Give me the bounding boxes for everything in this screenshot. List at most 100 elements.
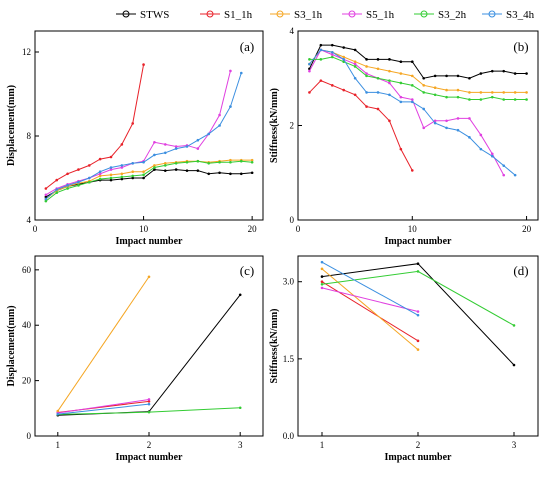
data-point-S3_4h (399, 100, 403, 104)
data-point-S3_2h (142, 173, 145, 177)
data-point-S5_1h (120, 166, 124, 169)
data-point-S3_2h (353, 65, 357, 68)
data-point-S3_4h (365, 91, 368, 94)
legend-label-S5_1h: S5_1h (366, 9, 395, 21)
series-line-STWS (308, 44, 527, 79)
data-point-S5_1h (163, 143, 167, 146)
data-point-S5_1h (353, 62, 357, 66)
data-point-S3_4h (479, 147, 483, 151)
data-point-S3_4h (445, 126, 448, 130)
data-point-S3_1h (376, 67, 380, 71)
series-line-S5_1h (308, 49, 505, 176)
data-point-STWS (445, 74, 448, 78)
x-tick-label: 1 (56, 440, 61, 450)
data-point-S3_4h (147, 402, 151, 406)
data-point-S3_1h (153, 164, 156, 167)
data-point-S5_1h (174, 145, 178, 148)
data-point-S3_4h (320, 260, 324, 264)
data-point-S1_1h (87, 164, 91, 167)
legend-marker-S3_1h (276, 10, 284, 18)
data-point-S1_1h (388, 119, 391, 123)
plot-frame (297, 30, 539, 221)
data-point-S3_4h (55, 188, 59, 191)
data-point-S3_4h (239, 71, 243, 75)
data-point-S3_2h (319, 58, 323, 61)
data-point-S5_1h (399, 95, 403, 99)
data-point-S3_2h (98, 177, 102, 181)
data-point-S3_1h (416, 348, 420, 351)
y-axis-label: Stiffness(kN/mm) (269, 88, 280, 163)
data-point-S3_4h (513, 173, 517, 177)
y-tick-label: 8 (27, 131, 32, 141)
data-point-STWS (131, 176, 135, 180)
legend-label-S3_2h: S3_2h (438, 9, 467, 21)
data-point-S1_1h (319, 79, 323, 82)
data-point-S3_4h (185, 145, 189, 148)
data-point-S3_1h (388, 69, 391, 73)
data-point-S3_2h (120, 175, 124, 179)
series-line-S3_2h (45, 160, 253, 202)
series-line-STWS (45, 169, 253, 198)
data-point-S5_1h (229, 69, 232, 73)
data-point-S3_2h (55, 191, 59, 194)
y-tick-label: 60 (22, 265, 32, 275)
data-point-STWS (479, 72, 483, 75)
data-point-S5_1h (147, 398, 151, 401)
chart-panel-b: 0 10 20 0 2 4 Impact number Stiffness(kN/mm) (b) (269, 26, 539, 247)
data-point-S3_1h (399, 72, 403, 75)
data-point-S3_1h (120, 172, 124, 176)
series-line-S3_1h (321, 268, 419, 350)
data-point-S3_4h (56, 412, 60, 416)
data-point-STWS (513, 72, 517, 75)
data-point-S1_1h (77, 168, 80, 171)
data-point-S1_1h (365, 105, 368, 108)
data-point-STWS (468, 76, 471, 80)
data-point-S5_1h (196, 147, 200, 150)
data-point-S3_4h (308, 62, 311, 66)
legend-marker-S5_1h (348, 10, 356, 18)
data-point-S3_2h (399, 81, 403, 85)
data-point-S3_4h (468, 136, 471, 139)
data-point-S1_1h (147, 400, 151, 403)
data-point-STWS (416, 262, 420, 266)
data-point-S3_4h (502, 164, 506, 167)
data-point-S3_2h (445, 95, 448, 99)
series-line-S1_1h (309, 80, 413, 171)
data-point-S3_4h (422, 107, 426, 111)
data-point-STWS (502, 69, 506, 73)
x-tick-label: 20 (522, 224, 532, 234)
data-point-S3_2h (109, 176, 113, 180)
data-point-S3_1h (410, 74, 414, 78)
data-point-S3_1h (479, 91, 483, 94)
panel-label: (c) (240, 263, 254, 278)
data-point-S5_1h (320, 286, 324, 290)
legend-marker-S3_2h (420, 10, 428, 18)
series-line-S3_4h (45, 72, 242, 200)
data-point-S5_1h (218, 113, 221, 117)
data-point-STWS (388, 58, 391, 61)
data-point-S3_1h (250, 158, 254, 162)
data-point-S3_2h (365, 74, 368, 78)
data-point-S5_1h (44, 193, 48, 197)
data-point-S3_2h (196, 159, 200, 163)
data-point-S3_1h (445, 88, 448, 92)
series-line-S1_1h (321, 281, 419, 342)
data-point-STWS (163, 169, 167, 172)
data-point-S1_1h (66, 172, 69, 176)
legend-marker-STWS (122, 10, 130, 18)
data-point-S3_4h (142, 160, 145, 164)
data-point-STWS (238, 293, 242, 297)
data-point-S3_2h (513, 98, 517, 101)
data-point-S5_1h (365, 72, 368, 75)
data-point-STWS (342, 46, 346, 49)
data-point-S3_4h (416, 313, 420, 317)
data-point-S3_4h (342, 58, 346, 61)
legend-label-STWS: STWS (140, 9, 169, 21)
data-point-S3_1h (229, 158, 232, 162)
data-point-S3_2h (416, 270, 420, 273)
data-point-S3_2h (410, 84, 414, 87)
data-point-STWS (250, 171, 254, 175)
data-point-S3_2h (153, 166, 156, 169)
data-point-S3_2h (468, 98, 471, 101)
data-point-STWS (399, 60, 403, 64)
